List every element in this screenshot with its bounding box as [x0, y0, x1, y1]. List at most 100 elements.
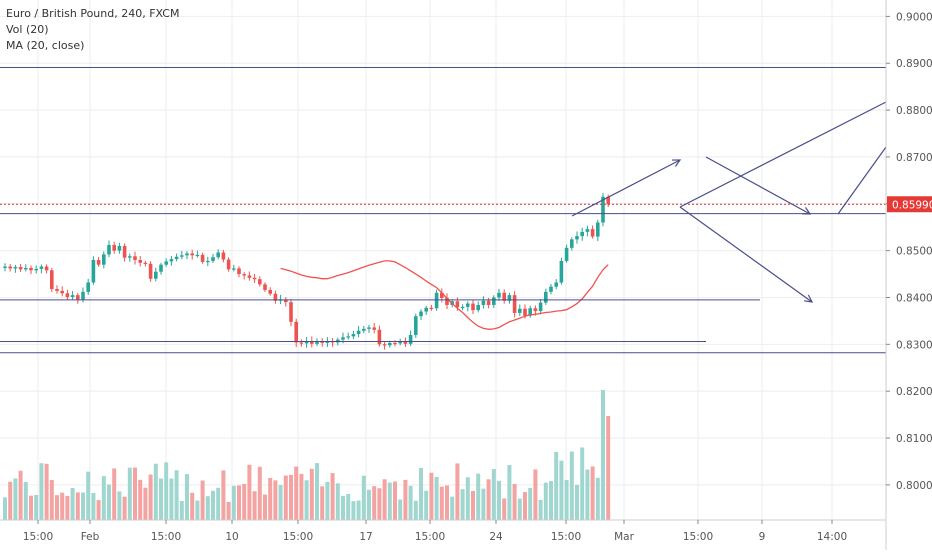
candle-body — [232, 268, 236, 270]
candle-body — [388, 342, 392, 346]
volume-bar — [55, 495, 59, 520]
projection-line[interactable] — [571, 159, 681, 217]
volume-bar — [497, 480, 501, 520]
candle-body — [18, 267, 23, 270]
volume-bar — [237, 485, 241, 520]
time-tick-label: 15:00 — [23, 531, 53, 543]
arrow-head[interactable] — [671, 159, 682, 167]
volume-bar — [387, 482, 392, 520]
volume-bar — [268, 477, 273, 520]
candle-body — [211, 257, 215, 261]
volume-bar — [335, 483, 340, 520]
volume-bar — [205, 496, 210, 520]
candle-body — [549, 286, 553, 292]
volume-bar — [216, 487, 221, 520]
volume-bar — [450, 496, 455, 520]
candle-body — [169, 259, 174, 262]
volume-bar — [393, 481, 397, 520]
price-axis[interactable]: 0.900000.890000.880000.870000.860000.850… — [885, 0, 932, 550]
volume-bar — [169, 478, 174, 520]
drawings[interactable] — [0, 66, 887, 354]
candle-body — [564, 247, 569, 261]
volume-bar — [595, 477, 600, 520]
arrow-head[interactable] — [804, 294, 814, 303]
volume-bar — [320, 486, 325, 520]
candle-body — [367, 327, 371, 329]
candle-body — [362, 328, 366, 331]
candle-body — [393, 342, 397, 345]
ma-line — [280, 260, 609, 330]
candle-body — [289, 302, 293, 322]
volume-bar — [585, 469, 590, 520]
volume-bar — [70, 487, 75, 520]
volume-bar — [429, 472, 434, 520]
time-tick-label: 15:00 — [283, 531, 313, 543]
volume-bar — [419, 467, 423, 520]
candle-body — [440, 292, 444, 298]
candle-body — [294, 321, 298, 343]
volume-bar — [403, 479, 408, 520]
candle-body — [377, 329, 382, 345]
candle-body — [3, 266, 7, 268]
projection-line[interactable] — [679, 101, 887, 208]
candle-body — [502, 292, 506, 301]
candle-body — [76, 295, 80, 300]
volume-bar — [486, 479, 491, 520]
volume-bar — [564, 480, 569, 520]
candle-body — [221, 252, 226, 260]
volume-bar — [606, 416, 611, 520]
candle-body — [263, 284, 267, 290]
volume-bar — [278, 485, 283, 520]
projection-line[interactable] — [837, 146, 887, 215]
volume-bar — [356, 500, 361, 520]
candle-body — [190, 253, 194, 256]
volume-bar — [138, 479, 143, 520]
volume-bar — [60, 492, 65, 520]
arrow-head[interactable] — [801, 207, 812, 215]
candle-body — [13, 267, 18, 269]
projection-line[interactable] — [679, 206, 813, 303]
volume-bar — [424, 490, 429, 520]
candle-body — [486, 300, 491, 305]
time-tick-label: 24 — [489, 531, 503, 543]
time-tick-label: Mar — [614, 531, 634, 543]
candle-body — [268, 289, 272, 294]
candle-body — [455, 301, 460, 308]
candle-body — [216, 252, 220, 258]
volume-bar — [148, 474, 153, 520]
candle-body — [429, 307, 434, 309]
candle-body — [403, 341, 408, 344]
candle-body — [226, 259, 231, 270]
candle-body — [408, 334, 413, 344]
candle-body — [117, 245, 122, 251]
volume-bar — [289, 474, 293, 520]
candle-body — [24, 267, 28, 270]
legend-symbol: Euro / British Pound, 240, FXCM — [6, 7, 180, 20]
volume-bar — [491, 468, 496, 520]
candle-body — [492, 297, 496, 305]
candle-body — [310, 341, 314, 344]
time-axis[interactable]: 15:00 Feb 15:00 10 15:00 17 15:00 24 15:00 Mar 15:… — [0, 519, 886, 543]
candle-body — [341, 337, 345, 340]
time-tick-label: 17 — [359, 531, 372, 543]
candle-body — [91, 260, 96, 283]
volume-bar — [257, 466, 262, 520]
candle-body — [580, 231, 584, 237]
candle-body — [138, 260, 142, 263]
volume-bar — [549, 481, 553, 520]
candle-body — [128, 256, 132, 258]
volume-bar — [3, 497, 7, 520]
volume-bar — [190, 492, 195, 520]
volume-bar — [517, 498, 522, 520]
candle-body — [497, 292, 501, 298]
volume-bar — [226, 501, 231, 520]
candle-body — [481, 300, 486, 305]
projection-line[interactable] — [705, 156, 811, 215]
volume-bar — [382, 479, 387, 520]
